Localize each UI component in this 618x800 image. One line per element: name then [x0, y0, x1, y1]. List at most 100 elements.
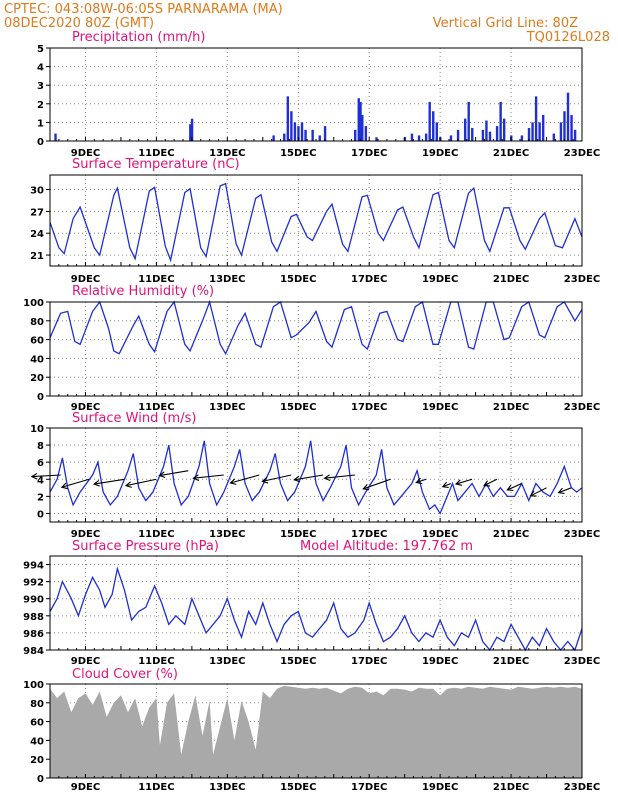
precip-bar	[527, 127, 531, 141]
y-tick-label: 4	[37, 63, 44, 74]
wind-arrow-head	[415, 477, 423, 485]
y-tick-label: 21	[30, 251, 44, 262]
wind-arrow-head	[158, 471, 166, 479]
y-tick-label: 20	[30, 755, 44, 766]
y-tick-label: 992	[23, 578, 44, 589]
y-tick-label: 0	[37, 509, 44, 520]
x-tick-label: 15DEC	[280, 148, 316, 159]
y-tick-label: 984	[23, 646, 44, 657]
precip-bar	[502, 118, 506, 141]
wind-arrow-head	[454, 479, 463, 486]
panel-subtitle: Model Altitude: 197.762 m	[300, 539, 473, 554]
y-tick-label: 5	[37, 44, 44, 55]
panel-frame	[49, 174, 583, 267]
x-tick-label: 17DEC	[351, 656, 387, 667]
precip-bar	[499, 101, 502, 141]
precip-bar	[467, 101, 470, 141]
x-tick-label: 11DEC	[138, 782, 174, 793]
x-tick-label: 23DEC	[564, 529, 600, 540]
panel-6: Cloud Cover (%) 0 20 40 60 80 100 9DEC 11DEC 13DE…	[23, 667, 600, 793]
precip-bar	[428, 101, 431, 141]
x-tick-label: 13DEC	[209, 782, 245, 793]
precip-bar	[361, 114, 364, 141]
x-tick-label: 9DEC	[71, 148, 100, 159]
series-line	[49, 440, 583, 515]
header-date: 08DEC2020 80Z (GMT)	[4, 16, 154, 31]
x-tick-label: 23DEC	[564, 402, 600, 413]
panel-frame	[49, 301, 583, 397]
wind-arrow-head	[92, 479, 100, 487]
panel-title: Precipitation (mm/h)	[72, 30, 205, 45]
y-tick-label: 27	[30, 207, 44, 218]
x-tick-label: 21DEC	[493, 402, 529, 413]
x-tick-label: 9DEC	[71, 529, 100, 540]
x-tick-label: 11DEC	[138, 656, 174, 667]
y-tick-label: 2	[37, 100, 44, 111]
panel-title: Surface Wind (m/s)	[72, 411, 196, 426]
x-tick-label: 21DEC	[493, 782, 529, 793]
y-tick-label: 1	[37, 118, 44, 129]
header-model: TQ0126L028	[526, 30, 610, 45]
precip-bar	[424, 133, 428, 141]
series-line	[49, 182, 583, 263]
x-tick-label: 19DEC	[422, 529, 458, 540]
wind-arrow	[483, 478, 498, 487]
precip-bar	[538, 122, 541, 141]
x-tick-label: 15DEC	[280, 782, 316, 793]
precip-bar	[485, 120, 488, 141]
wind-arrow	[363, 478, 391, 490]
wind-arrow-head	[261, 477, 269, 484]
x-tick-label: 11DEC	[138, 402, 174, 413]
y-tick-label: 986	[23, 629, 44, 640]
precip-bar	[300, 122, 304, 141]
x-tick-label: 21DEC	[493, 148, 529, 159]
precip-bar	[375, 137, 378, 141]
wind-arrow	[558, 487, 572, 494]
wind-arrow-head	[529, 490, 537, 497]
precip-bar	[495, 126, 499, 141]
panel-title: Relative Humidity (%)	[72, 284, 214, 299]
wind-arrow	[294, 474, 324, 481]
precip-bar	[417, 135, 421, 141]
y-tick-label: 80	[30, 699, 44, 710]
header-location: CPTEC: 043:08W-06:05S PARNARAMA (MA)	[4, 2, 283, 17]
y-tick-label: 80	[30, 317, 44, 328]
x-tick-label: 11DEC	[138, 529, 174, 540]
precip-bar	[534, 96, 538, 141]
precip-bar	[463, 118, 467, 141]
x-tick-label: 11DEC	[138, 148, 174, 159]
wind-arrow-head	[192, 474, 200, 482]
wind-arrow-head	[441, 481, 449, 489]
y-tick-label: 0	[37, 137, 44, 148]
x-tick-label: 21DEC	[493, 529, 529, 540]
wind-arrow	[193, 474, 224, 479]
precip-bar	[488, 131, 492, 141]
panel-title: Surface Pressure (hPa)	[72, 539, 219, 554]
x-tick-label: 11DEC	[138, 274, 174, 285]
panel-frame	[49, 555, 583, 651]
x-tick-label: 13DEC	[209, 529, 245, 540]
panel-frame	[49, 47, 583, 142]
x-tick-label: 15DEC	[280, 402, 316, 413]
precip-bar	[357, 98, 360, 141]
x-tick-label: 9DEC	[71, 656, 100, 667]
x-tick-label: 17DEC	[351, 274, 387, 285]
header-grid-line: Vertical Grid Line: 80Z	[433, 16, 578, 31]
wind-arrow	[324, 474, 356, 479]
x-tick-label: 13DEC	[209, 656, 245, 667]
x-tick-label: 9DEC	[71, 782, 100, 793]
x-tick-label: 15DEC	[280, 274, 316, 285]
y-tick-label: 40	[30, 354, 44, 365]
wind-arrow	[442, 483, 451, 488]
y-tick-label: 6	[37, 458, 44, 469]
precip-bar	[354, 129, 357, 141]
precip-bar	[559, 122, 563, 141]
panel-4: Surface Wind (m/s) 0 2 4 6 8 10 9DEC 11DEC 13DEC 1…	[30, 411, 600, 540]
x-tick-label: 19DEC	[422, 274, 458, 285]
precip-bar	[566, 92, 570, 141]
y-tick-label: 994	[23, 561, 44, 572]
precip-bar	[318, 135, 321, 141]
y-tick-label: 10	[30, 424, 44, 435]
precip-bar	[190, 118, 194, 141]
